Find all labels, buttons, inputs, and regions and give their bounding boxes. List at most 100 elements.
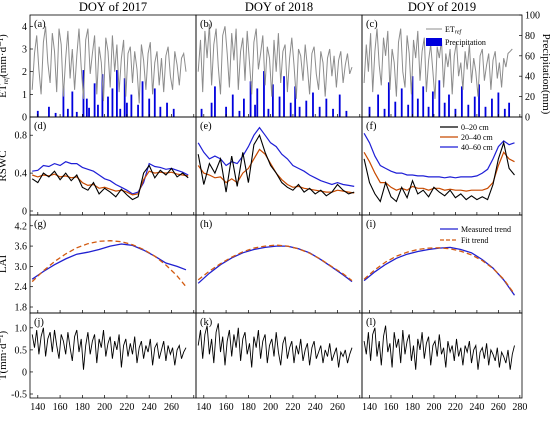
precip-bar	[243, 98, 245, 117]
panel-et-2019: (c) 0 20 40 60 80 100	[361, 11, 540, 124]
precip-bars	[200, 71, 348, 117]
precip-bar	[387, 82, 390, 117]
lai-fit-line	[363, 247, 516, 295]
lai-measured-line	[31, 243, 187, 280]
y-tick-label: 3.0	[15, 262, 28, 273]
precip-bar	[123, 78, 126, 117]
y-axis-label-lai: LAI	[0, 255, 9, 274]
precip-bar	[298, 106, 301, 117]
lai-fit-line	[31, 240, 187, 288]
rswc-0-20-line	[363, 140, 515, 203]
panel-label: (c)	[366, 19, 378, 30]
t-line	[363, 325, 515, 370]
y-axis-label-sub: ref	[2, 76, 10, 85]
y2-axis-label: Precipitation(mm)	[540, 34, 550, 115]
y2-tick-label: 0	[525, 113, 530, 124]
precip-bar	[318, 106, 321, 117]
precip-bar	[438, 80, 441, 117]
panel-frame	[29, 116, 197, 216]
precip-bar	[263, 71, 265, 117]
precip-bar	[166, 102, 168, 117]
legend-precip-label: Precipitation	[445, 38, 486, 47]
precip-bar	[473, 96, 476, 117]
precip-bar	[66, 108, 69, 117]
legend-etref-label: ETref	[445, 25, 463, 36]
x-tick-label: 200	[97, 402, 112, 413]
x-tick-label: 180	[75, 402, 90, 413]
precip-bar	[383, 108, 386, 117]
x-tick-label: 220	[448, 402, 463, 413]
x-tick-label: 200	[426, 402, 441, 413]
y-tick-label: 1.0	[15, 323, 28, 334]
precip-bar	[267, 108, 270, 117]
x-tick-label: 240	[308, 402, 323, 413]
x-tick-label: 140	[196, 402, 211, 413]
precip-bar	[497, 92, 500, 117]
precip-bar	[172, 108, 175, 117]
precip-bar	[407, 104, 410, 117]
panel-t-2019: (l) 140 160 180 200 220 240 260 280	[361, 312, 527, 413]
precip-bar	[312, 92, 314, 117]
panel-rswc-2018: (e)	[195, 116, 363, 216]
lai-measured-line	[363, 246, 516, 296]
y2-tick-label: 60	[525, 51, 535, 62]
y2-tick-label: 100	[525, 11, 540, 22]
t-line	[197, 323, 353, 368]
panel-lai-2017: (g) 1.8 2.4 3.0 3.6 4.2	[15, 214, 197, 314]
precip-bar	[491, 98, 493, 117]
precip-bar	[283, 76, 285, 117]
x-tick-label: 140	[30, 402, 45, 413]
y-tick-label: 3.6	[15, 242, 28, 253]
panel-label: (i)	[366, 219, 376, 230]
legend-precip-swatch	[426, 38, 442, 46]
precip-bar	[338, 94, 341, 117]
lai-fit-line	[197, 244, 353, 282]
precip-bar	[210, 102, 213, 117]
precip-bars	[368, 76, 511, 117]
precip-bar	[454, 108, 457, 117]
precip-bar	[256, 88, 259, 117]
precip-bar	[48, 106, 50, 117]
legend-lai-measured-label: Measured trend	[461, 225, 511, 234]
x-tick-label: 240	[469, 402, 484, 413]
rswc-40-60-line	[32, 161, 189, 195]
precip-bar	[249, 81, 252, 117]
etref-line	[197, 24, 353, 99]
rswc-20-40-line	[363, 151, 515, 192]
panel-label: (a)	[34, 19, 46, 30]
panel-et-2018: (b)	[195, 14, 363, 118]
x-tick-label: 240	[142, 402, 157, 413]
precip-bar	[130, 94, 133, 117]
y-tick-label: 0.8	[15, 131, 28, 142]
y-tick-label: 0	[22, 367, 27, 378]
y-tick-label: 2.4	[15, 282, 28, 293]
legend-etref-sub: ref	[455, 29, 463, 36]
y2-tick-label: 20	[525, 92, 535, 103]
y-tick-label: 0.4	[15, 169, 28, 180]
precip-bar	[345, 110, 348, 117]
precip-bar	[508, 102, 511, 117]
precip-bar	[88, 107, 90, 117]
x-tick-label: 220	[285, 402, 300, 413]
y-tick-label: 0	[22, 113, 27, 124]
precip-bar	[305, 100, 308, 117]
panel-label: (d)	[34, 121, 47, 132]
panel-t-2018: (k) 140 160 180 200 220 240 260	[195, 312, 363, 413]
precip-bar	[431, 91, 434, 117]
precip-bar	[368, 106, 371, 117]
precip-bar	[214, 86, 216, 117]
precip-bar	[231, 94, 234, 117]
precip-bar	[75, 111, 78, 117]
precip-bar	[422, 86, 425, 117]
column-title-1: DOY of 2018	[245, 0, 313, 14]
y-tick-label: 0.5	[15, 345, 28, 356]
etref-line	[31, 26, 187, 104]
precip-bar	[332, 108, 334, 117]
y-tick-label: 2	[22, 67, 27, 78]
panel-label: (h)	[200, 219, 213, 230]
panel-rswc-2019: (f)	[361, 116, 523, 216]
legend-etref-part: ET	[445, 25, 455, 34]
panel-lai-2018: (h)	[195, 214, 363, 314]
legend-rswc-label: 20–40 cm	[461, 133, 494, 142]
etref-line	[363, 28, 513, 99]
